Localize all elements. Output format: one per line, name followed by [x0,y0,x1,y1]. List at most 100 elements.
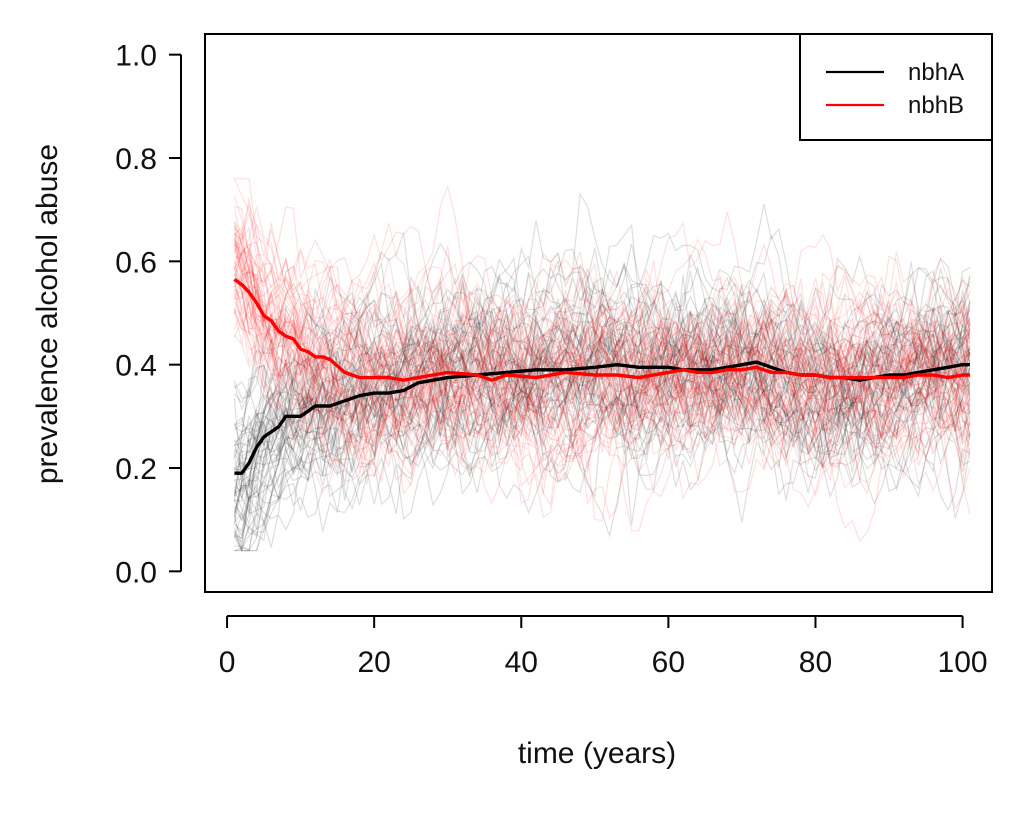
simulation-trace-nbhb [234,242,971,507]
y-tick-label: 0.2 [115,453,157,486]
simulation-trace-nbhb [233,236,971,465]
simulation-trace-nbhb [234,264,971,452]
simulation-trace-nbhb [233,202,971,488]
simulation-trace-nbha [234,285,971,539]
simulation-trace-nbha [234,257,971,544]
y-axis-title: prevalence alcohol abuse [31,144,64,484]
simulation-trace-nbha [234,290,971,526]
legend-label-nbhb: nbhB [908,92,964,119]
simulation-trace-nbhb [233,267,971,469]
simulation-trace-nbha [233,265,971,486]
simulation-trace-nbha [233,247,971,542]
simulation-trace-nbha [233,302,971,477]
simulation-trace-nbhb [234,266,971,501]
simulation-trace-nbha [233,311,971,515]
legend: nbhA nbhB [799,33,993,141]
simulation-trace-nbhb [234,274,971,467]
simulation-trace-nbha [233,325,971,517]
simulation-trace-nbhb [233,268,971,485]
simulation-trace-nbhb [234,277,971,482]
simulation-trace-nbhb [233,224,971,515]
mean-series-lines [233,278,970,475]
simulation-trace-nbhb [234,222,971,542]
simulation-trace-nbhb [234,255,971,504]
simulation-trace-nbha [234,306,971,552]
simulation-trace-nbha [233,306,971,459]
simulation-trace-nbhb [233,184,971,511]
simulation-trace-nbhb [233,271,971,449]
simulation-trace-nbha [234,282,971,473]
simulation-trace-nbha [234,289,971,468]
simulation-trace-nbhb [233,238,971,453]
legend-box [799,33,993,141]
simulation-trace-nbha [233,291,971,513]
simulation-trace-nbha [233,284,971,524]
simulation-trace-nbha [234,261,970,461]
simulation-trace-nbha [233,232,971,552]
simulation-trace-nbha [234,321,971,552]
simulation-trace-nbha [234,285,971,473]
simulation-trace-nbhb [233,232,971,444]
x-tick-label: 60 [652,646,685,679]
x-axis-title: time (years) [518,737,676,770]
simulation-trace-nbhb [233,225,971,496]
simulation-trace-nbhb [233,211,971,488]
simulation-trace-nbhb [233,195,971,482]
simulation-trace-nbha [233,223,971,453]
simulation-trace-nbhb [234,205,971,469]
simulation-trace-nbha [233,298,971,533]
simulation-trace-nbhb [234,270,971,481]
simulation-trace-nbha [233,325,971,497]
simulation-trace-nbhb [233,206,971,466]
simulation-trace-nbhb [233,272,971,469]
simulation-trace-nbha [234,301,971,552]
x-axis: 0 20 40 60 80 100 [219,615,988,679]
simulation-trace-nbhb [233,274,971,433]
simulation-trace-nbhb [233,274,971,466]
simulation-trace-nbha [233,264,971,488]
simulation-trace-nbha [233,296,971,511]
simulation-trace-nbhb [233,277,971,473]
simulation-trace-nbha [234,276,971,523]
simulation-trace-nbhb [233,281,971,496]
simulation-trace-nbhb [233,260,971,434]
simulation-trace-nbha [233,295,971,537]
simulation-trace-nbha [234,243,971,499]
simulation-trace-nbha [233,296,971,532]
simulation-trace-nbha [233,281,971,479]
simulation-traces [233,178,971,553]
simulation-trace-nbha [233,306,971,552]
simulation-trace-nbhb [233,304,971,457]
simulation-trace-nbhb [233,243,971,469]
plot-frame [204,33,993,593]
simulation-trace-nbhb [233,233,971,470]
simulation-trace-nbhb [233,245,971,474]
simulation-trace-nbhb [233,178,971,444]
simulation-trace-nbhb [233,257,971,493]
simulation-trace-nbhb [234,226,971,468]
simulation-trace-nbha [233,267,971,551]
simulation-trace-nbha [233,289,971,497]
simulation-trace-nbha [233,302,971,470]
simulation-trace-nbhb [233,257,971,505]
y-tick-label: 0.8 [115,143,157,176]
simulation-trace-nbhb [233,222,971,417]
simulation-trace-nbhb [233,226,971,478]
simulation-trace-nbha [233,272,971,504]
simulation-trace-nbha [234,331,971,464]
simulation-trace-nbha [234,285,971,502]
simulation-trace-nbhb [233,309,971,497]
simulation-trace-nbha [233,276,971,553]
simulation-trace-nbha [234,254,971,552]
simulation-trace-nbha [233,307,971,549]
simulation-trace-nbha [233,191,971,494]
simulation-trace-nbha [233,233,971,519]
series-line-nbha [234,360,970,475]
simulation-trace-nbhb [233,211,971,438]
simulation-trace-nbhb [233,243,971,519]
y-axis: 0.0 0.2 0.4 0.6 0.8 1.0 [115,40,182,589]
simulation-trace-nbhb [233,238,971,467]
simulation-trace-nbha [233,263,971,503]
simulation-trace-nbhb [234,244,971,454]
